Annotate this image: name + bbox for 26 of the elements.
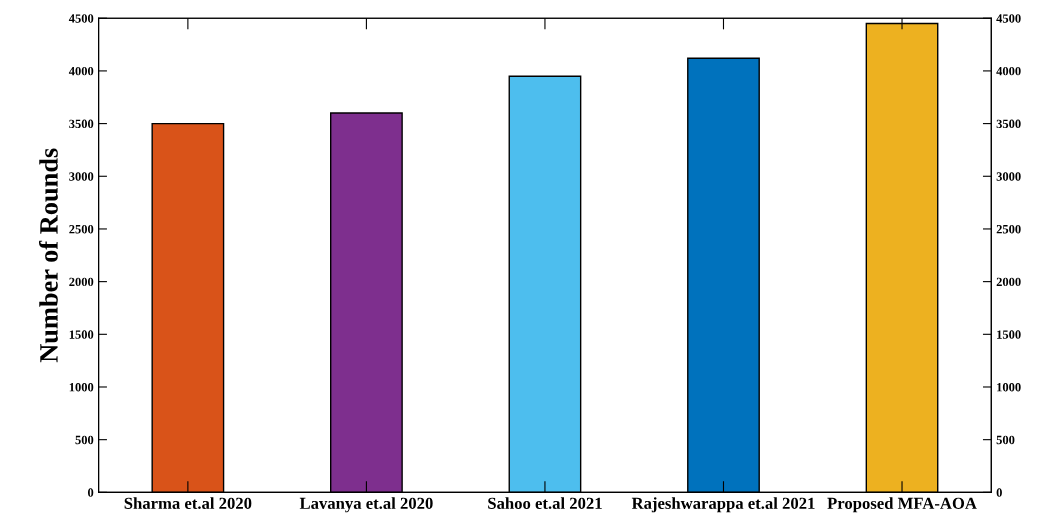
y-tick-label: 4000 <box>68 66 94 76</box>
x-tick-label: Proposed MFA-AOA <box>827 497 977 513</box>
y2-tick-label: 4500 <box>996 14 1021 23</box>
y2-tick-label: 3000 <box>996 172 1021 181</box>
x-tick-label: Rajeshwarappa et.al 2021 <box>631 497 815 513</box>
y2-tick-label: 3500 <box>996 119 1021 129</box>
y2-tick-label: 1000 <box>997 383 1021 392</box>
y2-tick-label: 1500 <box>997 330 1021 339</box>
y-tick-label: 4500 <box>68 14 94 23</box>
y-tick-label: 500 <box>75 435 94 445</box>
y-tick-label: 3000 <box>69 172 94 181</box>
x-tick-label: Sharma et.al 2020 <box>124 497 252 510</box>
y-tick-label: 3500 <box>69 119 94 129</box>
y-tick-label: 0 <box>87 488 94 497</box>
y-axis-title: Number of Rounds <box>38 148 58 363</box>
y2-tick-label: 2000 <box>996 277 1021 287</box>
y2-tick-label: 4000 <box>996 66 1021 76</box>
y-tick-label: 1500 <box>69 330 94 339</box>
x-tick-label: Sahoo et.al 2021 <box>488 497 602 510</box>
x-tick-label: Lavanya et.al 2020 <box>299 497 433 513</box>
y2-tick-label: 500 <box>996 435 1015 445</box>
y2-tick-label: 2500 <box>996 224 1021 234</box>
y-tick-label: 1000 <box>69 383 94 392</box>
y2-tick-label: 0 <box>996 488 1002 497</box>
y-tick-label: 2000 <box>69 277 94 287</box>
y-tick-label: 2500 <box>69 224 94 234</box>
